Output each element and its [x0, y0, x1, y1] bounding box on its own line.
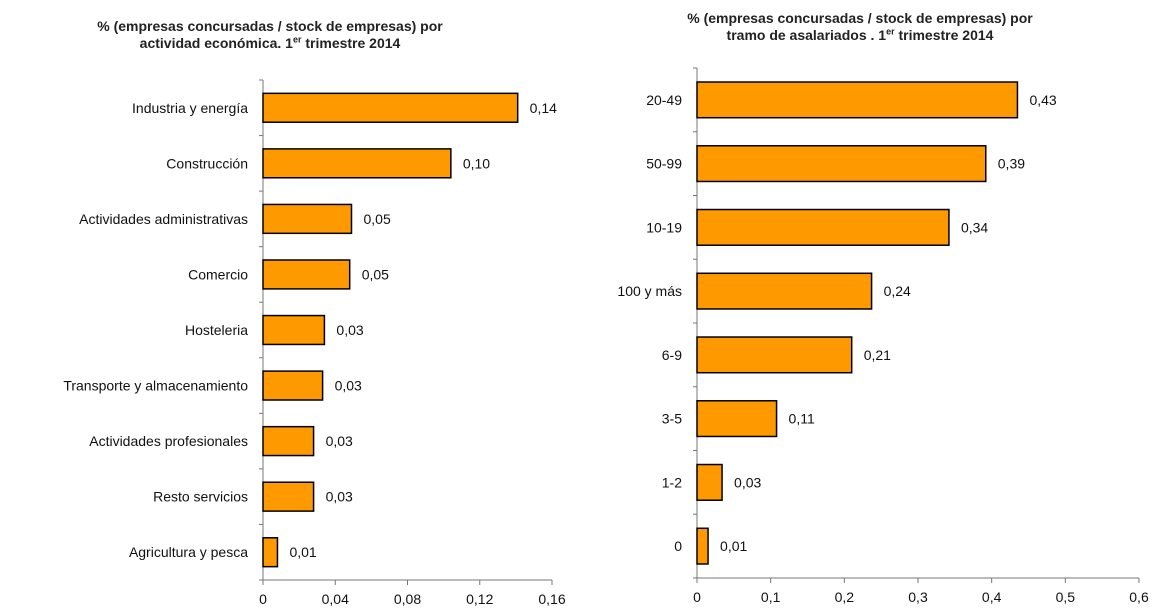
chart-employees-title-line2: tramo de asalariados . 1er trimestre 201…	[726, 26, 994, 43]
chart0-category-label: Actividades profesionales	[89, 433, 248, 449]
chart1-xtick-label: 0,3	[908, 589, 928, 605]
chart1-bar	[696, 400, 778, 438]
chart1-value-label: 0,21	[864, 347, 891, 363]
chart1-bar	[696, 336, 853, 374]
chart1-xtick-label: 0,4	[982, 589, 1002, 605]
chart-employees-panel: % (empresas concursadas / stock de empre…	[590, 0, 1156, 608]
chart1-value-label: 0,43	[1029, 92, 1056, 108]
chart1-category-label: 20-49	[646, 92, 682, 108]
chart0-bar	[262, 259, 351, 290]
chart1-xtick-label: 0	[693, 589, 701, 605]
chart0-bar	[262, 537, 279, 568]
chart-activity-plot: Industria y energía 0,14 Construcción 0,10 A…	[63, 79, 566, 607]
chart1-value-label: 0,03	[734, 474, 761, 490]
chart0-category-label: Hosteleria	[185, 322, 248, 338]
chart1-bar	[696, 145, 987, 183]
chart-activity-title: % (empresas concursadas / stock de empre…	[40, 18, 500, 52]
chart0-value-label: 0,03	[335, 378, 362, 394]
chart0-category-label: Transporte y almacenamiento	[63, 378, 248, 394]
chart1-bar	[696, 527, 709, 565]
chart0-value-label: 0,03	[326, 489, 353, 505]
chart1-xtick-label: 0,2	[835, 589, 855, 605]
chart0-xtick-label: 0,16	[538, 591, 565, 607]
chart1-bar	[696, 81, 1019, 119]
chart-activity-title-line2: actividad económica. 1er trimestre 2014	[139, 34, 401, 51]
chart1-bar	[696, 272, 873, 310]
chart1-category-label: 50-99	[646, 156, 682, 172]
chart0-category-label: Industria y energía	[132, 100, 248, 116]
chart1-category-label: 3-5	[662, 411, 682, 427]
chart0-xtick-label: 0,12	[466, 591, 493, 607]
chart0-category-label: Comercio	[188, 266, 248, 282]
chart0-value-label: 0,14	[530, 100, 557, 116]
chart1-value-label: 0,01	[720, 538, 747, 554]
chart0-bar	[262, 203, 353, 235]
chart1-value-label: 0,39	[998, 156, 1025, 172]
chart1-value-label: 0,34	[961, 219, 988, 235]
chart1-category-label: 100 y más	[617, 283, 682, 299]
chart1-value-label: 0,24	[884, 283, 911, 299]
chart0-xtick-label: 0,04	[322, 591, 349, 607]
chart-employees-plot: 20-49 0,43 50-99 0,39 10-19 0,34 100 y más 0,24…	[617, 67, 1149, 605]
chart1-bar	[696, 463, 723, 501]
chart0-value-label: 0,05	[362, 266, 389, 282]
chart1-value-label: 0,11	[789, 411, 815, 427]
chart0-bar	[262, 148, 452, 179]
chart0-category-label: Construcción	[166, 155, 248, 171]
chart0-value-label: 0,03	[336, 322, 363, 338]
chart1-category-label: 1-2	[662, 474, 682, 490]
chart0-bar	[262, 370, 324, 401]
chart0-bar	[262, 425, 315, 457]
chart1-category-label: 10-19	[646, 219, 682, 235]
chart0-category-label: Agricultura y pesca	[129, 544, 248, 560]
chart0-bar	[262, 481, 315, 512]
chart-activity-title-line1: % (empresas concursadas / stock de empre…	[97, 18, 443, 34]
chart0-bar	[262, 314, 326, 346]
chart-employees-title-line1: % (empresas concursadas / stock de empre…	[687, 10, 1033, 26]
chart0-category-label: Resto servicios	[153, 489, 248, 505]
chart1-category-label: 6-9	[662, 347, 682, 363]
chart0-value-label: 0,10	[463, 155, 490, 171]
chart1-bar	[696, 208, 950, 246]
chart1-category-label: 0	[674, 538, 682, 554]
chart0-xtick-label: 0	[259, 591, 267, 607]
chart-activity-panel: % (empresas concursadas / stock de empre…	[40, 18, 566, 607]
chart1-xtick-label: 0,6	[1129, 589, 1149, 605]
chart-employees-title: % (empresas concursadas / stock de empre…	[630, 10, 1090, 44]
chart1-xtick-label: 0,1	[761, 589, 781, 605]
chart0-category-label: Actividades administrativas	[79, 211, 248, 227]
chart0-bar	[262, 92, 519, 123]
chart0-xtick-label: 0,08	[394, 591, 421, 607]
chart0-value-label: 0,01	[289, 544, 316, 560]
chart0-value-label: 0,05	[364, 211, 391, 227]
chart1-xtick-label: 0,5	[1056, 589, 1076, 605]
chart0-value-label: 0,03	[326, 433, 353, 449]
